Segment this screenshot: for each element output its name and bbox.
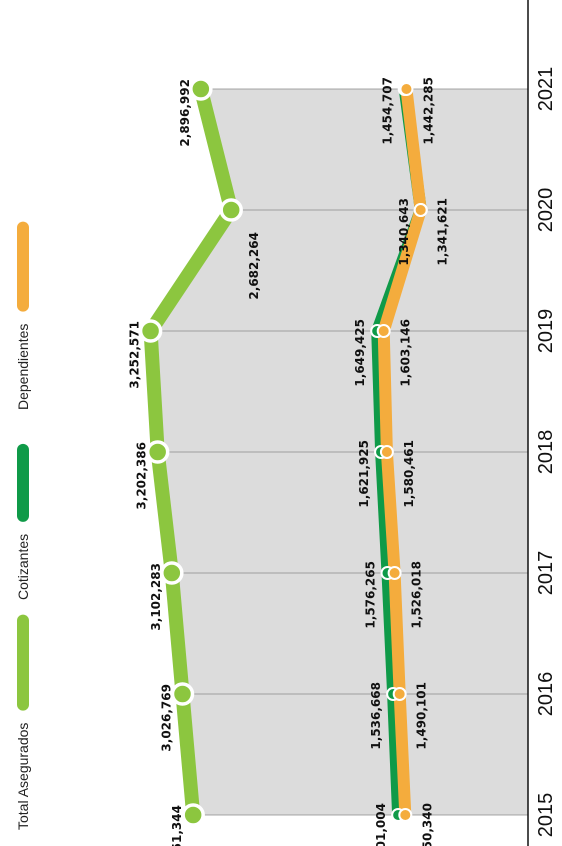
legend-label-total-asegurados: Total Asegurados bbox=[15, 723, 31, 830]
point-dependientes-2016 bbox=[392, 687, 407, 701]
label-total-2018: 3,202,386 bbox=[135, 442, 149, 510]
label-cotizantes-2021: 1,454,707 bbox=[381, 77, 395, 145]
point-dependientes-2021 bbox=[399, 82, 414, 96]
label-cotizantes-2020: 1,340,643 bbox=[397, 198, 411, 266]
gridlines bbox=[150, 88, 528, 816]
year-axis: 2015 2016 2017 2018 2019 2020 2021 bbox=[527, 0, 557, 846]
label-dependientes-2015: 1,450,340 bbox=[420, 803, 434, 846]
legend-label-dependientes: Dependientes bbox=[15, 324, 31, 410]
point-total-2019 bbox=[138, 319, 163, 343]
label-total-2019: 3,252,571 bbox=[128, 321, 142, 389]
point-dependientes-2017 bbox=[387, 566, 402, 580]
legend-swatch-cotizantes bbox=[17, 443, 29, 522]
legend: Total Asegurados Cotizantes Dependientes bbox=[15, 221, 31, 830]
label-cotizantes-2017: 1,576,265 bbox=[364, 561, 378, 629]
year-label-2017: 2017 bbox=[535, 551, 557, 596]
point-dependientes-2018 bbox=[379, 445, 394, 459]
year-label-2015: 2015 bbox=[535, 793, 557, 838]
data-labels: 2,951,344 3,026,769 3,102,283 3,202,386 3,25… bbox=[128, 77, 450, 846]
label-dependientes-2020: 1,341,621 bbox=[436, 198, 450, 266]
legend-label-cotizantes: Cotizantes bbox=[15, 534, 31, 600]
legend-group: Total Asegurados Cotizantes Dependientes bbox=[15, 221, 31, 830]
label-dependientes-2017: 1,526,018 bbox=[410, 561, 424, 629]
label-total-2015: 2,951,344 bbox=[170, 805, 184, 846]
label-cotizantes-2015: 1,501,004 bbox=[374, 803, 388, 846]
label-cotizantes-2018: 1,621,925 bbox=[357, 440, 371, 508]
label-cotizantes-2019: 1,649,425 bbox=[353, 319, 367, 387]
year-label-2018: 2018 bbox=[535, 430, 557, 475]
year-label-2019: 2019 bbox=[535, 309, 557, 354]
label-total-2017: 3,102,283 bbox=[149, 563, 163, 631]
label-total-2020: 2,682,264 bbox=[247, 232, 261, 300]
label-dependientes-2016: 1,490,101 bbox=[415, 682, 429, 750]
year-label-2020: 2020 bbox=[535, 188, 557, 233]
legend-swatch-dependientes bbox=[17, 221, 29, 312]
year-label-2016: 2016 bbox=[535, 672, 557, 717]
label-total-2016: 3,026,769 bbox=[160, 684, 174, 752]
point-dependientes-2020 bbox=[413, 203, 428, 217]
point-total-2018 bbox=[145, 440, 170, 464]
label-dependientes-2019: 1,603,146 bbox=[399, 319, 413, 387]
label-total-2021: 2,896,992 bbox=[178, 79, 192, 147]
label-dependientes-2018: 1,580,461 bbox=[402, 440, 416, 508]
label-cotizantes-2016: 1,536,668 bbox=[369, 682, 383, 750]
point-total-2016 bbox=[170, 682, 195, 706]
point-total-2020 bbox=[219, 198, 243, 222]
point-total-2015 bbox=[181, 803, 205, 827]
point-dependientes-2015 bbox=[398, 808, 413, 822]
point-total-2021 bbox=[189, 77, 213, 101]
point-dependientes-2019 bbox=[376, 324, 391, 338]
label-dependientes-2021: 1,442,285 bbox=[421, 77, 435, 145]
point-total-2017 bbox=[160, 561, 184, 585]
year-label-2021: 2021 bbox=[535, 67, 557, 112]
series-points bbox=[138, 77, 428, 827]
legend-swatch-total-asegurados bbox=[17, 614, 29, 711]
